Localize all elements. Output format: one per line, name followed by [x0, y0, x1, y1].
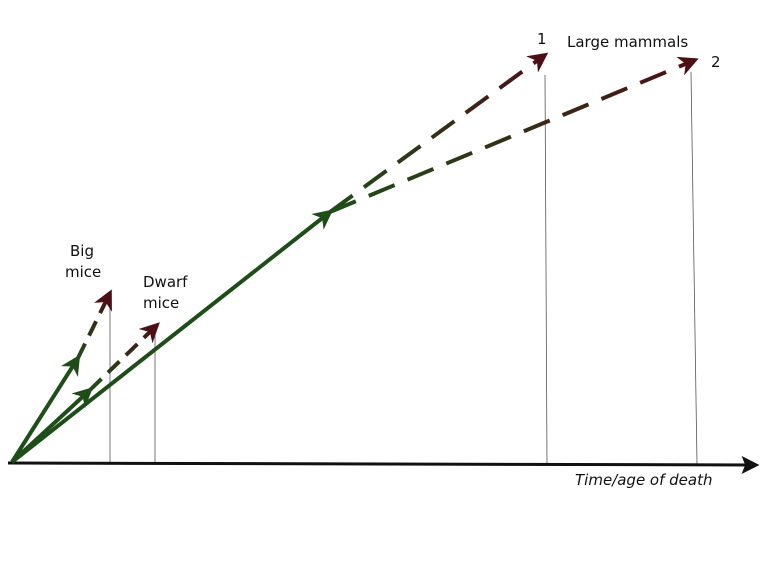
guide-line [690, 71, 698, 465]
dashed-arrow [76, 289, 112, 359]
marker-label: 1 [537, 30, 547, 48]
dashed-arrow [328, 52, 549, 214]
label-line: Dwarf [143, 273, 188, 291]
dashed-arrow [88, 322, 160, 392]
marker-label: 2 [711, 53, 721, 71]
label-line: mice [143, 294, 179, 312]
growth-arrow [10, 209, 334, 464]
growth-arrow [10, 354, 81, 464]
group-label: Large mammals [567, 33, 688, 51]
axis-label: Time/age of death [575, 471, 713, 489]
label-line: mice [65, 263, 101, 281]
dashed-arrow [329, 56, 699, 214]
time-axis [7, 455, 760, 474]
guide-line [544, 74, 548, 465]
label-line: Big [70, 242, 94, 260]
